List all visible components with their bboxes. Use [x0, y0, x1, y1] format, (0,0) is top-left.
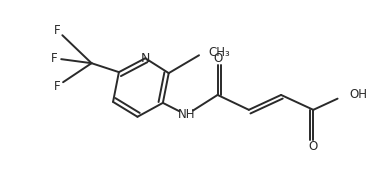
Text: O: O [309, 140, 318, 153]
Text: CH₃: CH₃ [209, 46, 230, 59]
Text: F: F [51, 52, 58, 65]
Text: F: F [54, 79, 61, 93]
Text: F: F [54, 24, 61, 37]
Text: OH: OH [349, 88, 368, 101]
Text: O: O [213, 52, 222, 65]
Text: N: N [141, 52, 150, 65]
Text: NH: NH [178, 108, 195, 121]
